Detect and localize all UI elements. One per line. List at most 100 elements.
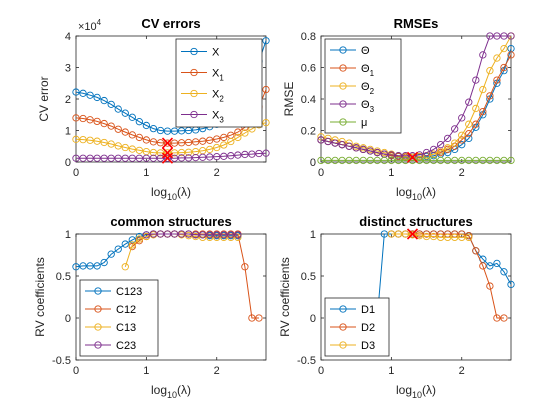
x-tick-label: 2 (214, 365, 220, 377)
data-point (380, 156, 388, 165)
data-point (206, 136, 214, 144)
data-point (451, 233, 459, 242)
data-point (493, 76, 501, 84)
legend-entry: X3 (181, 110, 224, 125)
data-point (177, 230, 186, 238)
data-point (458, 141, 466, 149)
data-point (500, 156, 508, 165)
data-point (248, 314, 256, 322)
data-point (170, 149, 179, 157)
data-point (486, 282, 494, 290)
data-point (472, 120, 480, 128)
x-axis-label: log10(λ) (396, 383, 436, 400)
optimum-marker (161, 152, 174, 164)
data-point (213, 233, 221, 242)
x-tick-label: 1 (388, 365, 394, 377)
data-point (86, 91, 94, 99)
data-point (149, 230, 158, 238)
data-point (184, 138, 193, 147)
data-point (142, 136, 151, 144)
data-point (142, 154, 151, 162)
optimum-marker (161, 137, 174, 149)
chart-title: distinct structures (359, 214, 472, 229)
data-point (86, 116, 94, 124)
legend: Θ Θ1 Θ2 Θ3 μ (324, 38, 402, 134)
optimum-marker (406, 151, 419, 163)
data-point (486, 92, 494, 100)
data-point (317, 156, 325, 165)
data-point (220, 152, 228, 160)
legend-entry: X1 (181, 68, 224, 83)
data-point (86, 154, 94, 162)
y-tick-label: 0.6 (301, 63, 316, 75)
data-point (486, 156, 494, 165)
data-point (156, 149, 165, 157)
data-point (220, 231, 228, 239)
x-tick-label: 2 (459, 365, 465, 377)
data-point (479, 51, 487, 59)
data-point (507, 51, 515, 59)
data-point (234, 151, 242, 159)
legend-label: X2 (212, 89, 224, 104)
data-point (479, 156, 487, 165)
data-point (128, 145, 136, 153)
legend-box (324, 297, 390, 357)
data-point (415, 232, 424, 240)
data-point (213, 135, 221, 143)
chart-title: RMSEs (394, 16, 439, 31)
data-point (199, 231, 207, 239)
y-tick-label: 1 (310, 229, 316, 241)
data-point (93, 137, 101, 145)
legend: D1 D2 D3 (324, 297, 390, 357)
data-point (324, 156, 332, 165)
data-point (387, 230, 396, 238)
chart-title: common structures (110, 214, 231, 229)
legend-entry: C123 (85, 286, 142, 298)
plot-area (72, 230, 263, 322)
data-point (408, 152, 417, 160)
data-point (170, 154, 179, 162)
data-point (262, 118, 270, 127)
data-point (458, 136, 466, 144)
y-tick-label: 0 (65, 313, 71, 325)
data-point (338, 156, 346, 165)
data-point (465, 129, 473, 138)
data-point (199, 153, 207, 161)
data-point (107, 250, 115, 258)
legend-entry: D2 (330, 322, 375, 334)
data-point (135, 118, 143, 126)
data-point (135, 235, 143, 243)
data-point (107, 154, 115, 162)
data-point (345, 142, 353, 150)
data-point (486, 32, 494, 40)
legend-entry: C23 (85, 340, 136, 352)
data-point (451, 139, 459, 147)
y-tick-label: 3 (65, 63, 71, 75)
data-point (465, 156, 473, 165)
data-point (206, 233, 214, 242)
data-point (128, 241, 136, 249)
data-point (422, 156, 431, 165)
data-point (121, 154, 129, 162)
data-point (507, 280, 515, 289)
data-point (206, 231, 214, 239)
data-point (458, 114, 466, 122)
data-point (248, 150, 256, 158)
legend-label: X3 (212, 110, 224, 125)
data-point (436, 156, 445, 165)
data-point (227, 231, 235, 239)
plot-area (317, 32, 515, 165)
legend-entry: Θ (330, 45, 370, 57)
legend-label: Θ1 (361, 63, 375, 78)
data-point (93, 93, 101, 102)
chart-title: CV errors (141, 16, 200, 31)
data-point (191, 153, 200, 162)
data-point (121, 109, 129, 117)
data-point (486, 67, 494, 75)
data-point (177, 127, 186, 135)
data-point (100, 258, 108, 267)
data-point (220, 233, 228, 242)
data-point (436, 141, 445, 149)
x-tick-label: 1 (143, 365, 149, 377)
y-tick-label: 0 (310, 313, 316, 325)
